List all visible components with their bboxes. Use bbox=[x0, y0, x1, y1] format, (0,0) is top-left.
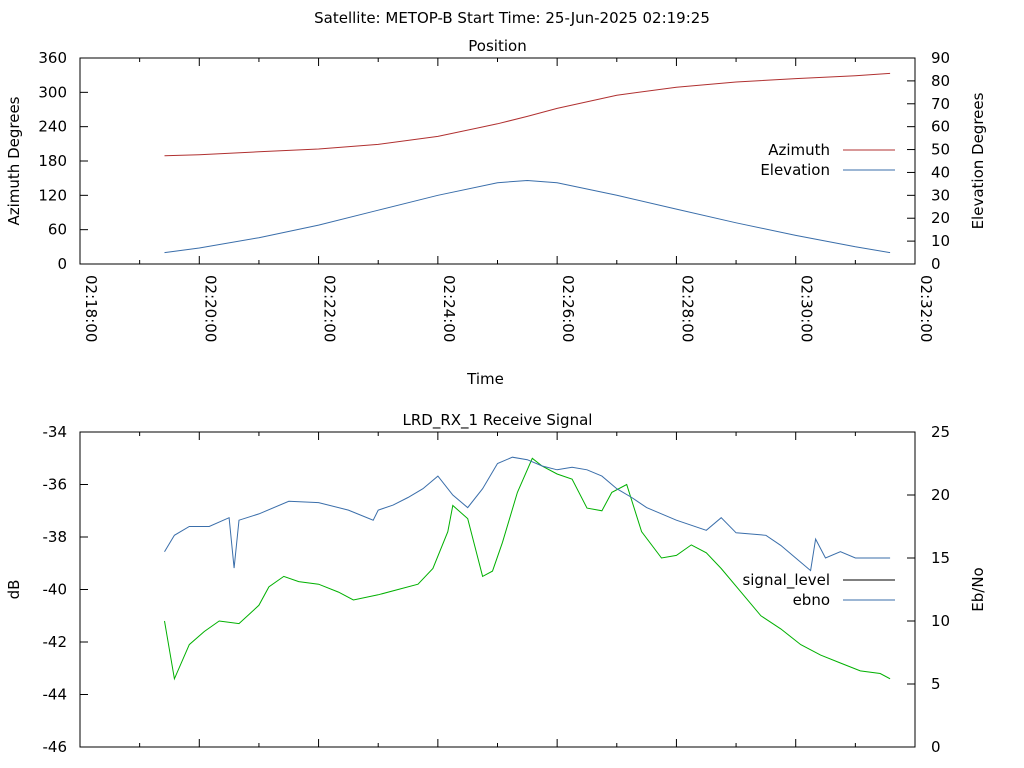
plot-frame bbox=[79, 431, 916, 748]
y2-tick-label: 80 bbox=[931, 72, 950, 90]
legend-label: Elevation bbox=[760, 161, 830, 179]
y2-tick-label: 0 bbox=[931, 738, 941, 756]
legend-label: ebno bbox=[793, 591, 830, 609]
y2-tick-label: 10 bbox=[931, 612, 950, 630]
y-tick-label: -40 bbox=[43, 581, 68, 599]
y-tick-label: 360 bbox=[38, 49, 67, 67]
y-axis-title: Azimuth Degrees bbox=[5, 96, 23, 225]
y-tick-label: -38 bbox=[43, 528, 68, 546]
y-tick-label: 300 bbox=[38, 83, 67, 101]
y2-tick-label: 20 bbox=[931, 209, 950, 227]
y2-tick-label: 50 bbox=[931, 141, 950, 159]
y2-tick-label: 25 bbox=[931, 423, 950, 441]
y-tick-label: 180 bbox=[38, 152, 67, 170]
series-line-azimuth bbox=[164, 72, 891, 157]
y2-tick-label: 40 bbox=[931, 163, 950, 181]
y-tick-label: -44 bbox=[43, 686, 68, 704]
y2-tick-label: 90 bbox=[931, 49, 950, 67]
x-tick-label: 02:28:00 bbox=[678, 275, 696, 342]
x-tick-label: 02:24:00 bbox=[440, 275, 458, 342]
chart-title: LRD_RX_1 Receive Signal bbox=[403, 411, 593, 430]
x-tick-label: 02:22:00 bbox=[321, 275, 339, 342]
y2-tick-label: 20 bbox=[931, 486, 950, 504]
y2-tick-label: 15 bbox=[931, 549, 950, 567]
receive-signal-chart: LRD_RX_1 Receive Signal -46 -44 -42 -40 -38 -3… bbox=[5, 411, 987, 756]
x-tick-label: 02:30:00 bbox=[798, 275, 816, 342]
y2-tick-label: 10 bbox=[931, 232, 950, 250]
legend-label: signal_level bbox=[742, 571, 830, 590]
x-axis-title: Time bbox=[466, 370, 504, 388]
y-tick-label: 240 bbox=[38, 118, 67, 136]
y2-tick-label: 70 bbox=[931, 95, 950, 113]
y-tick-label: -46 bbox=[43, 738, 68, 756]
position-chart: Position 02:18:00 02:20:00 02:22:00 02:24:00… bbox=[5, 37, 987, 388]
legend-label: Azimuth bbox=[768, 141, 830, 159]
y-tick-label: -34 bbox=[43, 423, 68, 441]
y-tick-label: 60 bbox=[48, 221, 67, 239]
page-title: Satellite: METOP-B Start Time: 25-Jun-20… bbox=[314, 9, 710, 27]
y2-axis-title: Elevation Degrees bbox=[969, 92, 987, 229]
y-axis-title: dB bbox=[5, 580, 23, 600]
y-tick-label: 0 bbox=[57, 255, 67, 273]
y-tick-label: -36 bbox=[43, 476, 68, 494]
x-tick-label: 02:18:00 bbox=[82, 275, 100, 342]
x-tick-label: 02:32:00 bbox=[917, 275, 935, 342]
y2-tick-label: 5 bbox=[931, 675, 941, 693]
y2-tick-label: 60 bbox=[931, 118, 950, 136]
x-tick-label: 02:20:00 bbox=[201, 275, 219, 342]
y-tick-label: -42 bbox=[43, 633, 68, 651]
series-line-signal-level bbox=[164, 457, 891, 681]
series-line-ebno bbox=[164, 456, 891, 572]
x-tick-label: 02:26:00 bbox=[559, 275, 577, 342]
chart-title: Position bbox=[468, 37, 526, 55]
y-tick-label: 120 bbox=[38, 186, 67, 204]
series-line-elevation bbox=[164, 179, 891, 254]
y2-tick-label: 30 bbox=[931, 186, 950, 204]
y2-tick-label: 0 bbox=[931, 255, 941, 273]
y2-axis-title: Eb/No bbox=[969, 567, 987, 611]
